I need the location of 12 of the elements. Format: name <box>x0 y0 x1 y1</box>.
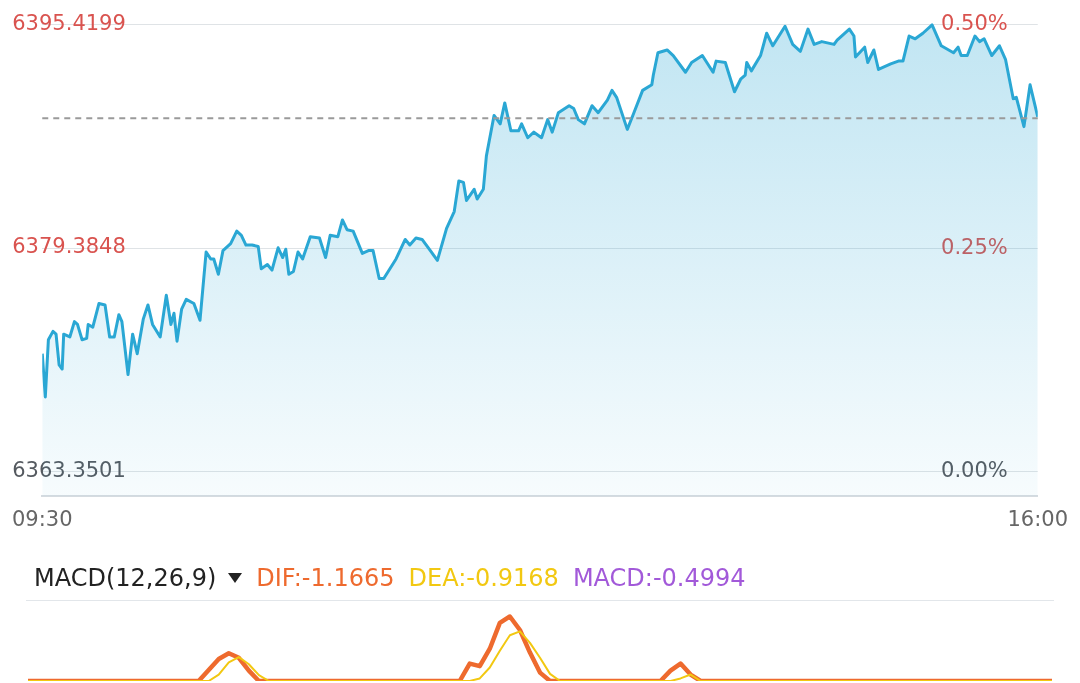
y-tick-label: 6379.3848 <box>12 234 126 259</box>
y2-tick-label: 0.00% <box>941 458 1008 483</box>
x-tick-label: 09:30 <box>11 506 73 531</box>
x-tick-label: 16:00 <box>1007 506 1069 531</box>
y-tick-label: 6395.4199 <box>12 11 126 36</box>
text: DIF:-1.1665 <box>256 564 395 592</box>
text: MACD:-0.4994 <box>572 564 746 592</box>
y2-tick-label: 0.50% <box>941 11 1008 36</box>
y2-tick-label: 0.25% <box>941 234 1008 259</box>
y-tick-label: 6363.3501 <box>12 457 126 482</box>
chart-title: MACD(12,26,9) <box>34 564 217 592</box>
text: DEA:-0.9168 <box>408 564 559 592</box>
